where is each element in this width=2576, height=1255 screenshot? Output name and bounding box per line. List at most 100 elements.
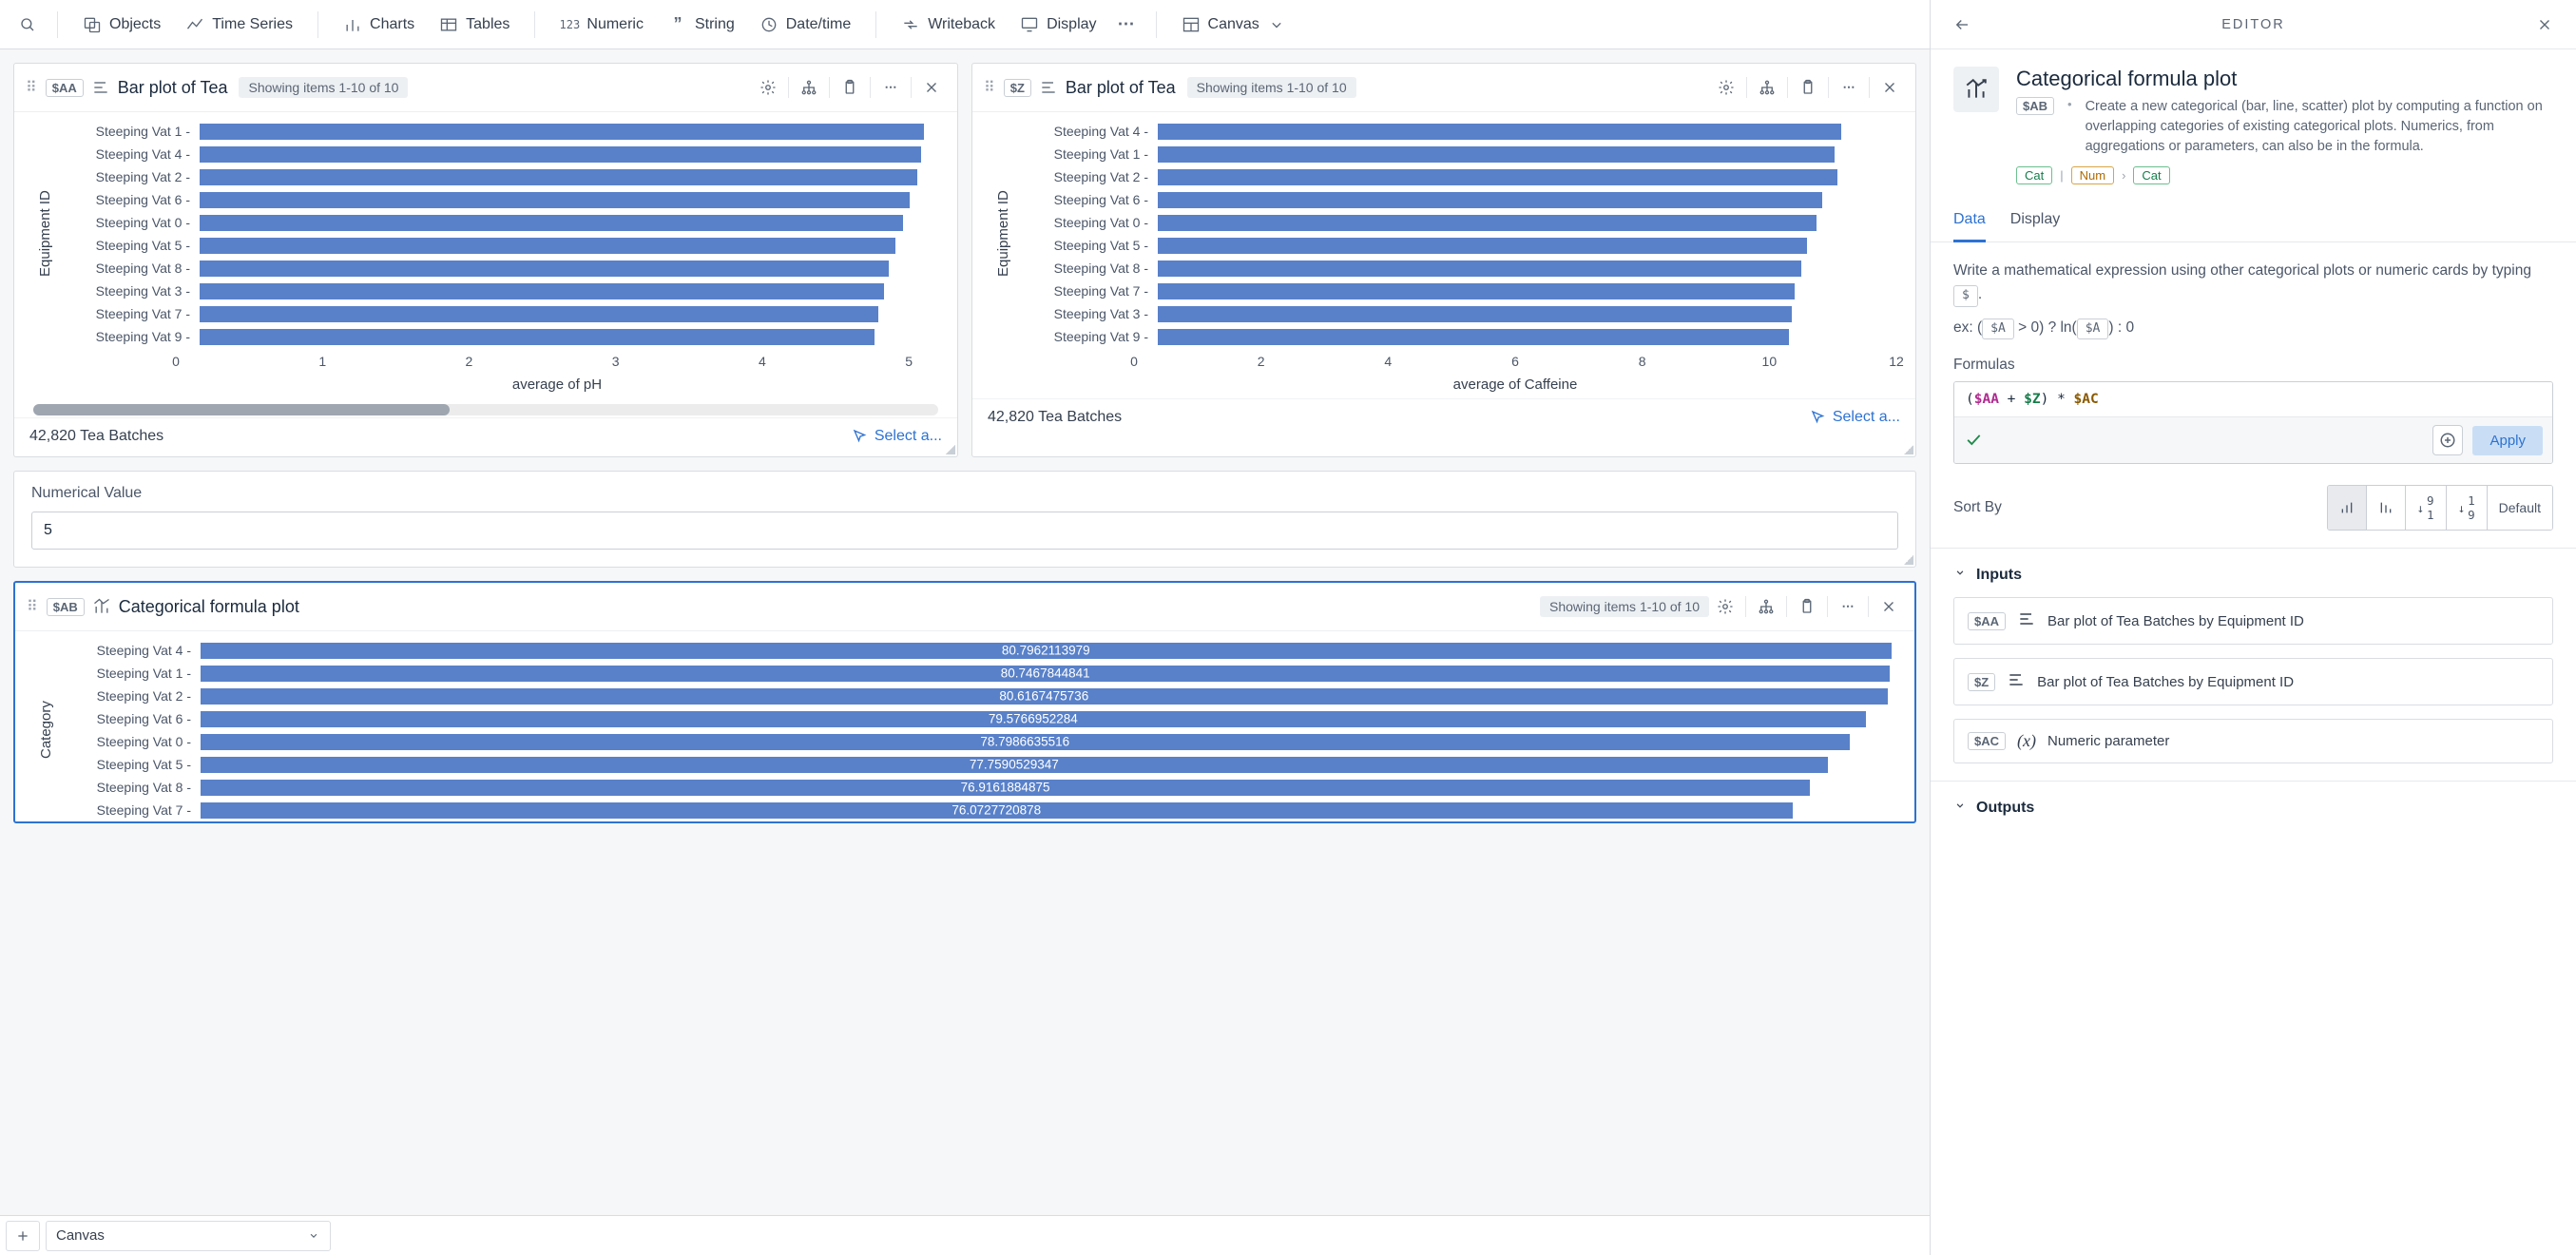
clipboard-icon[interactable] — [836, 73, 864, 102]
gear-icon[interactable] — [754, 73, 782, 102]
bar[interactable] — [1158, 169, 1837, 185]
bar[interactable] — [1158, 124, 1841, 140]
panel-formula[interactable]: ⠿ $AB Categorical formula plot Showing i… — [13, 581, 1916, 823]
bar[interactable] — [200, 146, 921, 163]
toolbar-objects[interactable]: Objects — [73, 10, 170, 40]
bar-category-label: Steeping Vat 4 - — [58, 643, 201, 658]
canvas-tab-select[interactable]: Canvas — [46, 1221, 331, 1251]
toolbar-canvas[interactable]: Canvas — [1172, 10, 1296, 40]
sort-default-button[interactable]: Default — [2488, 486, 2552, 530]
more-icon[interactable]: ⋯ — [876, 73, 905, 102]
tab-data[interactable]: Data — [1953, 202, 1986, 242]
sort-asc-bars-button[interactable] — [2328, 486, 2367, 530]
bar[interactable] — [1158, 283, 1795, 299]
bar[interactable] — [200, 124, 924, 140]
bar[interactable]: 80.6167475736 — [201, 688, 1888, 705]
more-icon[interactable]: ⋯ — [1835, 73, 1863, 102]
resize-grip[interactable] — [1904, 555, 1913, 565]
chevron-down-icon — [1267, 15, 1286, 34]
top-toolbar: Objects Time Series Charts Tables 123 Nu… — [0, 0, 1930, 49]
bar[interactable] — [1158, 329, 1789, 345]
bar[interactable] — [200, 329, 875, 345]
bar[interactable] — [1158, 261, 1801, 277]
x-tick: 4 — [759, 354, 766, 369]
bar[interactable] — [1158, 215, 1817, 231]
select-action-link[interactable]: Select a... — [1810, 409, 1900, 426]
horizontal-scrollbar[interactable] — [33, 404, 938, 415]
bar[interactable]: 77.7590529347 — [201, 757, 1828, 773]
close-icon[interactable] — [1875, 73, 1904, 102]
hierarchy-icon[interactable] — [795, 73, 823, 102]
toolbar-time-series[interactable]: Time Series — [176, 10, 302, 40]
tab-display[interactable]: Display — [2010, 202, 2060, 241]
add-tab-button[interactable] — [6, 1221, 40, 1251]
toolbar-datetime[interactable]: Date/time — [750, 10, 860, 40]
toolbar-charts-label: Charts — [370, 16, 414, 33]
hierarchy-icon[interactable] — [1753, 73, 1781, 102]
bar[interactable]: 79.5766952284 — [201, 711, 1866, 727]
numeric-input[interactable] — [31, 512, 1898, 550]
bar[interactable] — [200, 261, 889, 277]
numeric-panel[interactable]: Numerical Value — [13, 471, 1916, 568]
hierarchy-icon[interactable] — [1752, 592, 1780, 621]
back-icon[interactable] — [1948, 10, 1976, 39]
input-card[interactable]: $ZBar plot of Tea Batches by Equipment I… — [1953, 658, 2553, 705]
resize-grip[interactable] — [1904, 445, 1913, 454]
drag-handle-icon[interactable]: ⠿ — [27, 597, 39, 616]
bar[interactable] — [200, 238, 895, 254]
sort-desc-bars-button[interactable] — [2367, 486, 2406, 530]
select-action-link[interactable]: Select a... — [852, 428, 942, 445]
panel-caffeine[interactable]: ⠿ $Z Bar plot of Tea Showing items 1-10 … — [971, 63, 1916, 457]
bar[interactable] — [1158, 192, 1822, 208]
formula-input[interactable]: ($AA + $Z) * $AC — [1954, 382, 2552, 417]
bar[interactable] — [200, 283, 884, 299]
apply-button[interactable]: Apply — [2472, 426, 2543, 455]
toolbar-more-icon[interactable]: ⋯ — [1112, 10, 1141, 39]
toolbar-charts[interactable]: Charts — [334, 10, 424, 40]
sort-num-desc-button[interactable]: ↓19 — [2447, 486, 2488, 530]
bar-row: Steeping Vat 5 - — [57, 234, 938, 257]
bar[interactable]: 80.7467844841 — [201, 666, 1890, 682]
bar-category-label: Steeping Vat 2 - — [1015, 169, 1158, 184]
input-card[interactable]: $AABar plot of Tea Batches by Equipment … — [1953, 597, 2553, 645]
resize-grip[interactable] — [946, 445, 955, 454]
bar-row: Steeping Vat 8 - — [1015, 257, 1896, 280]
drag-handle-icon[interactable]: ⠿ — [26, 78, 38, 97]
add-formula-button[interactable] — [2432, 425, 2463, 455]
gear-icon[interactable] — [1712, 73, 1740, 102]
x-tick: 2 — [1258, 354, 1265, 369]
toolbar-numeric[interactable]: 123 Numeric — [550, 10, 653, 40]
clipboard-icon[interactable] — [1793, 592, 1821, 621]
clipboard-icon[interactable] — [1794, 73, 1822, 102]
inputs-section-toggle[interactable]: Inputs — [1953, 566, 2553, 584]
bar-row: Steeping Vat 3 - — [57, 280, 938, 302]
bar[interactable] — [200, 192, 910, 208]
bar[interactable] — [200, 169, 917, 185]
drag-handle-icon[interactable]: ⠿ — [984, 78, 996, 97]
bar[interactable] — [1158, 306, 1792, 322]
bar[interactable]: 78.7986635516 — [201, 734, 1850, 750]
bar[interactable] — [200, 215, 903, 231]
toolbar-string[interactable]: ” String — [659, 10, 744, 40]
bar-category-label: Steeping Vat 8 - — [1015, 261, 1158, 276]
bar[interactable]: 76.0727720878 — [201, 802, 1793, 819]
bar-row: Steeping Vat 7 - — [1015, 280, 1896, 302]
bar[interactable]: 80.7962113979 — [201, 643, 1892, 659]
bar[interactable]: 76.9161884875 — [201, 780, 1810, 796]
bar[interactable] — [1158, 238, 1807, 254]
outputs-section-toggle[interactable]: Outputs — [1953, 799, 2553, 817]
toolbar-writeback[interactable]: Writeback — [892, 10, 1005, 40]
close-icon[interactable] — [1874, 592, 1903, 621]
toolbar-tables[interactable]: Tables — [430, 10, 519, 40]
bar[interactable] — [1158, 146, 1835, 163]
more-icon[interactable]: ⋯ — [1834, 592, 1862, 621]
panel-ph[interactable]: ⠿ $AA Bar plot of Tea Showing items 1-10… — [13, 63, 958, 457]
toolbar-display[interactable]: Display — [1010, 10, 1105, 40]
sort-num-asc-button[interactable]: ↓91 — [2406, 486, 2447, 530]
close-icon[interactable] — [917, 73, 946, 102]
gear-icon[interactable] — [1711, 592, 1740, 621]
bar[interactable] — [200, 306, 878, 322]
input-card[interactable]: $AC(x)Numeric parameter — [1953, 719, 2553, 763]
close-editor-icon[interactable] — [2530, 10, 2559, 39]
search-icon[interactable] — [13, 10, 42, 39]
